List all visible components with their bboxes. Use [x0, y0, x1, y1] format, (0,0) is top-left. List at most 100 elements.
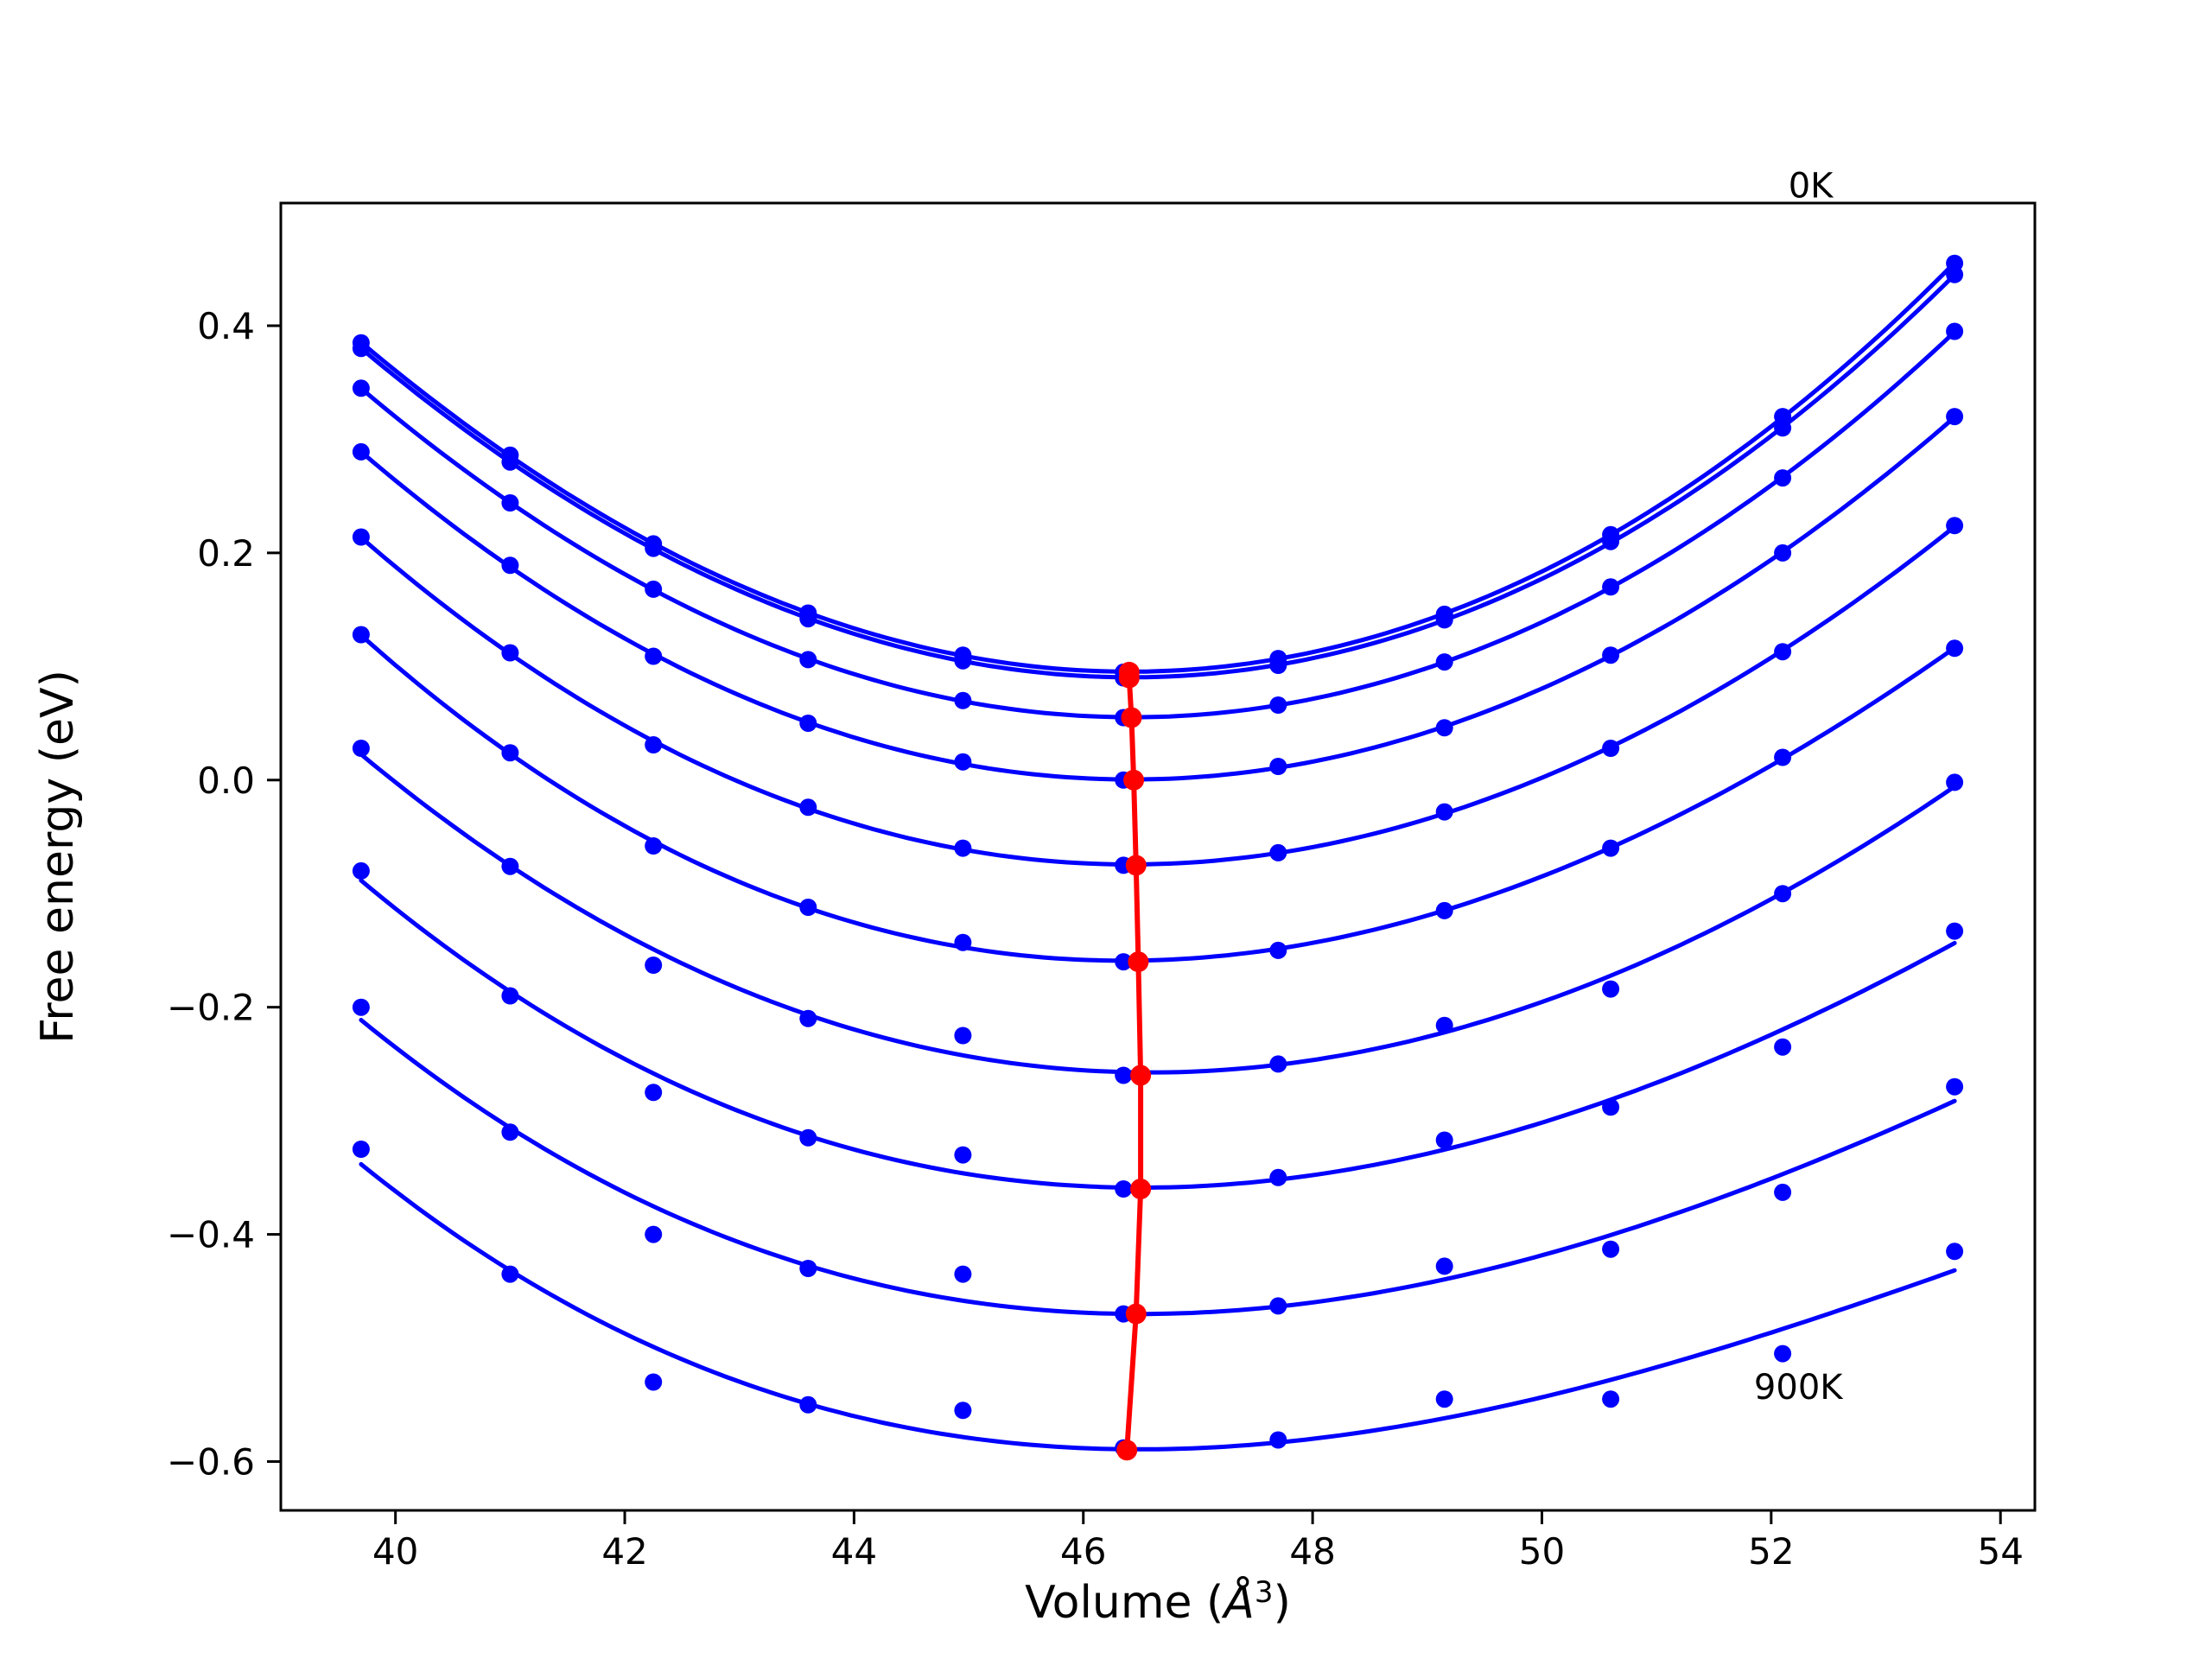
data-point-800K: [352, 998, 370, 1016]
data-point-600K: [1115, 1066, 1133, 1084]
y-tick-label: −0.4: [167, 1214, 255, 1256]
data-point-700K: [1269, 1168, 1287, 1186]
data-point-700K: [1115, 1180, 1133, 1198]
data-point-300K: [1602, 646, 1620, 664]
data-point-200K: [1602, 578, 1620, 596]
data-point-700K: [1435, 1131, 1453, 1149]
data-point-600K: [352, 740, 370, 757]
data-point-800K: [1269, 1297, 1287, 1315]
y-tick-label: 0.2: [197, 532, 255, 575]
data-point-900K: [1269, 1431, 1287, 1449]
data-point-600K: [954, 1027, 972, 1045]
data-point-100K: [645, 539, 663, 557]
data-point-600K: [1774, 885, 1792, 903]
data-point-800K: [1602, 1240, 1620, 1258]
data-point-500K: [1435, 901, 1453, 919]
data-point-800K: [799, 1260, 817, 1277]
data-point-400K: [352, 528, 370, 546]
data-point-500K: [1602, 839, 1620, 857]
data-point-200K: [501, 494, 519, 512]
data-point-200K: [352, 379, 370, 397]
data-point-600K: [1269, 1055, 1287, 1073]
minimum-point: [1128, 951, 1149, 973]
data-point-100K: [799, 610, 817, 628]
data-point-200K: [645, 580, 663, 598]
data-point-900K: [645, 1373, 663, 1391]
data-point-100K: [954, 652, 972, 670]
data-point-900K: [1946, 1243, 1964, 1261]
data-point-100K: [1269, 657, 1287, 674]
minima-group: [1116, 661, 1152, 1461]
data-point-100K: [1435, 611, 1453, 629]
y-tick-label: 0.0: [197, 760, 255, 802]
minimum-point: [1125, 1303, 1147, 1325]
data-point-600K: [645, 957, 663, 974]
data-point-100K: [352, 340, 370, 358]
data-point-500K: [1774, 748, 1792, 766]
data-point-900K: [1602, 1390, 1620, 1408]
minimum-point: [1130, 1179, 1152, 1199]
data-point-500K: [1269, 941, 1287, 959]
fit-curve-400K: [359, 524, 1957, 867]
data-point-100K: [1774, 419, 1792, 437]
data-point-400K: [645, 736, 663, 753]
data-point-900K: [1435, 1390, 1453, 1408]
data-point-500K: [352, 626, 370, 644]
data-point-800K: [1946, 1077, 1964, 1096]
annotation-0K: 0K: [1789, 166, 1834, 206]
data-point-300K: [954, 753, 972, 771]
data-point-200K: [799, 651, 817, 669]
data-point-500K: [954, 933, 972, 951]
data-point-300K: [352, 442, 370, 461]
minima-line: [1124, 669, 1144, 1453]
minimum-point: [1116, 1440, 1138, 1461]
data-point-400K: [1946, 517, 1964, 535]
data-point-500K: [1115, 953, 1133, 971]
fit-curve-700K: [359, 878, 1957, 1190]
data-point-300K: [645, 647, 663, 665]
data-point-600K: [1602, 980, 1620, 998]
data-point-200K: [1946, 322, 1964, 340]
data-point-900K: [352, 1141, 370, 1158]
fit-curve-900K: [359, 1161, 1957, 1452]
data-point-600K: [1435, 1016, 1453, 1034]
x-axis-label: Volume (Å3): [1025, 1575, 1291, 1629]
fit-curve-200K: [359, 329, 1957, 720]
y-tick-label: 0.4: [197, 305, 255, 347]
minimum-point: [1130, 1065, 1152, 1086]
data-point-700K: [799, 1128, 817, 1147]
minimum-point: [1123, 769, 1145, 791]
data-point-300K: [1774, 543, 1792, 562]
data-point-200K: [1269, 696, 1287, 714]
data-point-400K: [954, 839, 972, 857]
data-point-700K: [954, 1146, 972, 1164]
data-point-700K: [501, 987, 519, 1005]
x-tick-label: 48: [1289, 1530, 1335, 1573]
x-tick-label: 52: [1748, 1530, 1794, 1573]
fit-curve-0K: [359, 260, 1957, 674]
data-point-300K: [799, 715, 817, 732]
data-point-700K: [352, 861, 370, 880]
x-tick-label: 42: [601, 1530, 647, 1573]
x-tick-label: 46: [1060, 1530, 1106, 1573]
data-point-600K: [1946, 773, 1964, 791]
data-point-600K: [799, 1009, 817, 1027]
data-point-100K: [1602, 532, 1620, 550]
fit-curve-800K: [359, 1018, 1957, 1317]
data-point-400K: [799, 798, 817, 817]
minimum-point: [1125, 855, 1147, 876]
data-point-500K: [645, 837, 663, 855]
y-tick-label: −0.6: [167, 1440, 255, 1483]
data-point-300K: [501, 556, 519, 575]
data-point-300K: [1946, 408, 1964, 426]
data-point-800K: [645, 1225, 663, 1243]
fit-curve-100K: [359, 272, 1957, 680]
minimum-point: [1118, 667, 1140, 689]
plot-border: [279, 201, 2037, 1512]
data-point-500K: [799, 899, 817, 916]
curves-group: [352, 254, 1964, 1457]
x-tick-label: 44: [831, 1530, 877, 1573]
